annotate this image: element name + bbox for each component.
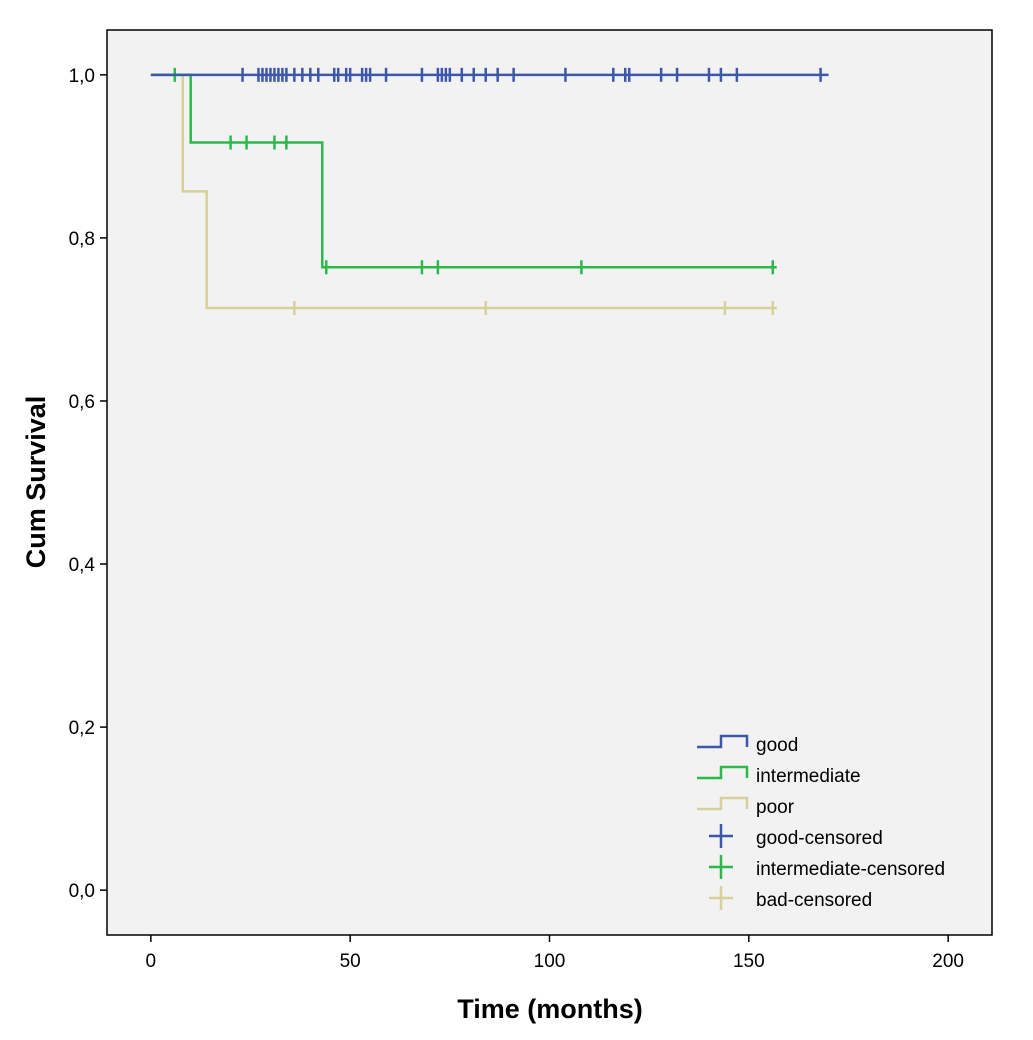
series-group [150, 67, 829, 316]
legend-line-intermediate [697, 765, 749, 780]
legend-line-poor [697, 796, 749, 811]
legend-label: good [756, 735, 798, 756]
legend: good intermediate poor good-censored interme… [697, 734, 945, 911]
x-tick-label: 0 [146, 951, 157, 972]
legend-label: bad-censored [756, 890, 872, 911]
y-tick-label: 0,8 [69, 229, 95, 250]
legend-line-good [697, 734, 749, 749]
y-tick-label: 1,0 [69, 66, 95, 87]
y-tick-label: 0,2 [69, 718, 95, 739]
axes: 0 50 100 150 200 0,0 0,2 0,4 0,6 0,8 1,0 [69, 66, 964, 972]
y-tick-label: 0,4 [69, 555, 96, 576]
y-tick-label: 0,0 [69, 881, 95, 902]
x-tick-label: 150 [733, 951, 765, 972]
legend-label: intermediate-censored [756, 859, 945, 880]
y-tick-label: 0,6 [69, 392, 95, 413]
legend-label: poor [756, 797, 795, 818]
x-tick-label: 50 [340, 951, 361, 972]
x-axis-label: Time (months) [457, 994, 643, 1024]
legend-label: good-censored [756, 828, 883, 849]
legend-label: intermediate [756, 766, 861, 787]
series-good [150, 67, 829, 82]
x-tick-label: 200 [932, 951, 964, 972]
x-tick-label: 100 [534, 951, 566, 972]
y-axis-label: Cum Survival [21, 396, 51, 569]
plot-area [106, 29, 993, 936]
